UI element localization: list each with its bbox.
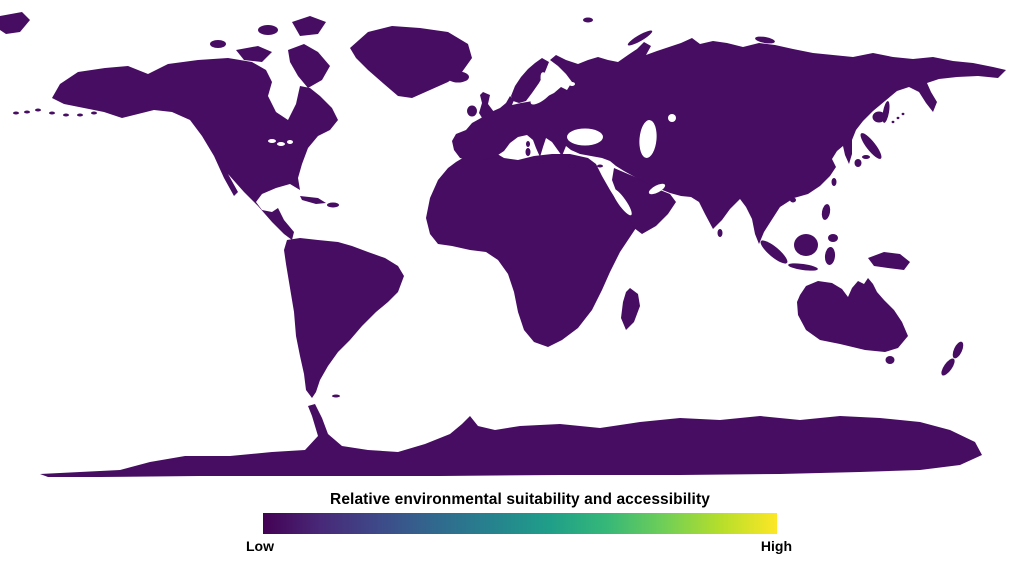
hudson-bay: [273, 89, 295, 115]
world-map: [0, 12, 1006, 477]
legend-labels: Low High: [246, 538, 792, 554]
landmasses: [0, 12, 1006, 477]
legend-title: Relative environmental suitability and a…: [330, 491, 710, 508]
legend-low-label: Low: [246, 538, 274, 554]
colorbar: [263, 513, 777, 534]
baltic-sea: [530, 85, 554, 105]
red-sea: [612, 188, 632, 216]
legend-high-label: High: [760, 538, 792, 554]
inland-seas: [268, 72, 676, 216]
black-sea: [567, 128, 603, 146]
aral-sea: [668, 114, 676, 122]
persian-gulf: [648, 183, 666, 195]
caspian-sea: [639, 120, 657, 158]
